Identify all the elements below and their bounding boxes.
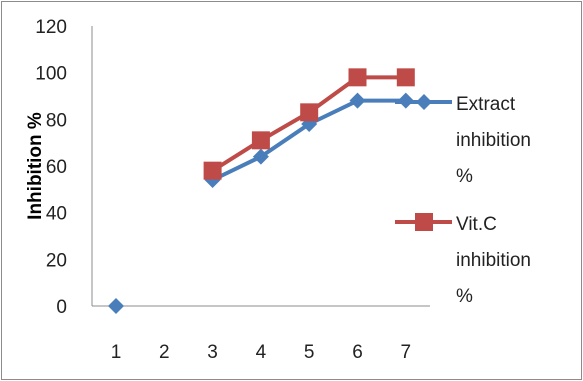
series-layer xyxy=(108,68,415,314)
x-tick-label: 6 xyxy=(352,342,363,363)
x-tick-label: 1 xyxy=(111,342,122,363)
y-tick-label: 120 xyxy=(35,17,67,38)
legend-label: inhibition xyxy=(456,250,531,271)
y-tick-label: 20 xyxy=(46,250,67,271)
y-tick-label: 100 xyxy=(35,64,67,85)
data-point xyxy=(252,148,269,165)
legend-label: Vit.C xyxy=(456,214,497,235)
data-point xyxy=(349,92,366,109)
y-axis-label: Inhibition % xyxy=(25,112,46,220)
y-tick-labels: 0 20 40 60 80 100 120 xyxy=(35,17,67,318)
x-tick-labels: 1 2 3 4 5 6 7 xyxy=(111,342,411,363)
data-point xyxy=(108,298,124,314)
legend-label: Extract xyxy=(456,94,516,115)
x-tick-label: 3 xyxy=(207,342,218,363)
series-2 xyxy=(203,68,415,180)
legend-label: inhibition xyxy=(456,130,531,151)
y-tick-label: 60 xyxy=(46,157,67,178)
y-tick-label: 40 xyxy=(46,204,67,225)
data-point xyxy=(348,68,367,87)
data-point xyxy=(203,161,222,180)
y-tick-label: 80 xyxy=(46,110,67,131)
legend-item: Extract inhibition% xyxy=(395,94,531,187)
legend-label: % xyxy=(456,286,473,307)
x-tick-label: 4 xyxy=(256,342,267,363)
x-tick-label: 5 xyxy=(304,342,315,363)
legend-label: % xyxy=(456,166,473,187)
legend-marker xyxy=(416,94,432,110)
legend-item: Vit.C inhibition% xyxy=(395,213,531,307)
data-point xyxy=(300,103,319,122)
x-tick-label: 2 xyxy=(159,342,170,363)
data-point xyxy=(396,68,415,87)
legend-marker xyxy=(415,213,433,231)
x-tick-label: 7 xyxy=(401,342,412,363)
legend: Extract inhibition% Vit.C inhibition% xyxy=(395,94,531,307)
y-tick-label: 0 xyxy=(56,297,67,318)
data-point xyxy=(251,131,270,150)
